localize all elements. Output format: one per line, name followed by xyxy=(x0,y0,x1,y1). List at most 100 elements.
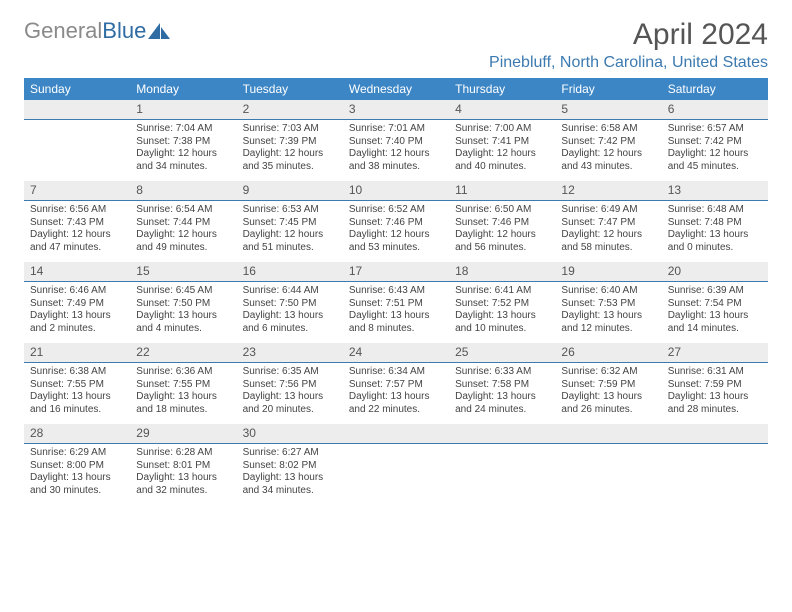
dow-header: Friday xyxy=(555,78,661,100)
calendar-cell: 14Sunrise: 6:46 AMSunset: 7:49 PMDayligh… xyxy=(24,262,130,343)
dow-header: Monday xyxy=(130,78,236,100)
sunrise-text: Sunrise: 6:53 AM xyxy=(243,204,337,217)
calendar-cell: 28Sunrise: 6:29 AMSunset: 8:00 PMDayligh… xyxy=(24,424,130,505)
sunset-text: Sunset: 7:48 PM xyxy=(668,217,762,230)
daylight-text: Daylight: 13 hours and 12 minutes. xyxy=(561,310,655,335)
sunrise-text: Sunrise: 6:39 AM xyxy=(668,285,762,298)
daylight-text: Daylight: 12 hours and 45 minutes. xyxy=(668,148,762,173)
day-number: 7 xyxy=(24,181,130,201)
day-body: Sunrise: 7:01 AMSunset: 7:40 PMDaylight:… xyxy=(343,120,449,181)
day-body: Sunrise: 7:03 AMSunset: 7:39 PMDaylight:… xyxy=(237,120,343,181)
day-number: 25 xyxy=(449,343,555,363)
daylight-text: Daylight: 13 hours and 16 minutes. xyxy=(30,391,124,416)
dow-header: Saturday xyxy=(662,78,768,100)
day-number: 16 xyxy=(237,262,343,282)
day-number: 26 xyxy=(555,343,661,363)
sunset-text: Sunset: 7:42 PM xyxy=(668,136,762,149)
calendar-cell: 22Sunrise: 6:36 AMSunset: 7:55 PMDayligh… xyxy=(130,343,236,424)
daylight-text: Daylight: 13 hours and 26 minutes. xyxy=(561,391,655,416)
day-body: Sunrise: 6:50 AMSunset: 7:46 PMDaylight:… xyxy=(449,201,555,262)
day-body: Sunrise: 7:00 AMSunset: 7:41 PMDaylight:… xyxy=(449,120,555,181)
calendar-week-row: 7Sunrise: 6:56 AMSunset: 7:43 PMDaylight… xyxy=(24,181,768,262)
sunrise-text: Sunrise: 7:03 AM xyxy=(243,123,337,136)
day-body: Sunrise: 6:32 AMSunset: 7:59 PMDaylight:… xyxy=(555,363,661,424)
calendar-cell: 17Sunrise: 6:43 AMSunset: 7:51 PMDayligh… xyxy=(343,262,449,343)
daylight-text: Daylight: 13 hours and 32 minutes. xyxy=(136,472,230,497)
day-number: 28 xyxy=(24,424,130,444)
day-body: Sunrise: 6:33 AMSunset: 7:58 PMDaylight:… xyxy=(449,363,555,424)
calendar-cell xyxy=(449,424,555,505)
day-number: 4 xyxy=(449,100,555,120)
empty-day-bar xyxy=(343,424,449,444)
sunset-text: Sunset: 7:50 PM xyxy=(136,298,230,311)
daylight-text: Daylight: 13 hours and 10 minutes. xyxy=(455,310,549,335)
daylight-text: Daylight: 12 hours and 38 minutes. xyxy=(349,148,443,173)
day-number: 14 xyxy=(24,262,130,282)
day-body: Sunrise: 6:49 AMSunset: 7:47 PMDaylight:… xyxy=(555,201,661,262)
daylight-text: Daylight: 13 hours and 4 minutes. xyxy=(136,310,230,335)
day-number: 8 xyxy=(130,181,236,201)
sunset-text: Sunset: 8:00 PM xyxy=(30,460,124,473)
sunset-text: Sunset: 7:54 PM xyxy=(668,298,762,311)
daylight-text: Daylight: 12 hours and 40 minutes. xyxy=(455,148,549,173)
calendar-cell xyxy=(662,424,768,505)
sunrise-text: Sunrise: 6:58 AM xyxy=(561,123,655,136)
sunrise-text: Sunrise: 6:38 AM xyxy=(30,366,124,379)
day-number: 15 xyxy=(130,262,236,282)
sunset-text: Sunset: 7:59 PM xyxy=(561,379,655,392)
location-text: Pinebluff, North Carolina, United States xyxy=(24,54,768,72)
daylight-text: Daylight: 13 hours and 28 minutes. xyxy=(668,391,762,416)
sunrise-text: Sunrise: 6:52 AM xyxy=(349,204,443,217)
calendar-cell xyxy=(343,424,449,505)
sunset-text: Sunset: 7:38 PM xyxy=(136,136,230,149)
daylight-text: Daylight: 13 hours and 34 minutes. xyxy=(243,472,337,497)
calendar-cell: 25Sunrise: 6:33 AMSunset: 7:58 PMDayligh… xyxy=(449,343,555,424)
calendar-cell: 15Sunrise: 6:45 AMSunset: 7:50 PMDayligh… xyxy=(130,262,236,343)
page-title: April 2024 xyxy=(633,18,768,52)
calendar-cell: 2Sunrise: 7:03 AMSunset: 7:39 PMDaylight… xyxy=(237,100,343,181)
calendar-cell xyxy=(24,100,130,181)
sunset-text: Sunset: 7:40 PM xyxy=(349,136,443,149)
day-number: 11 xyxy=(449,181,555,201)
sunrise-text: Sunrise: 6:35 AM xyxy=(243,366,337,379)
day-number: 17 xyxy=(343,262,449,282)
sunset-text: Sunset: 7:50 PM xyxy=(243,298,337,311)
day-number: 21 xyxy=(24,343,130,363)
sunrise-text: Sunrise: 7:04 AM xyxy=(136,123,230,136)
day-body: Sunrise: 6:35 AMSunset: 7:56 PMDaylight:… xyxy=(237,363,343,424)
empty-day-body xyxy=(343,444,449,502)
day-body: Sunrise: 6:28 AMSunset: 8:01 PMDaylight:… xyxy=(130,444,236,505)
sunrise-text: Sunrise: 6:46 AM xyxy=(30,285,124,298)
daylight-text: Daylight: 13 hours and 14 minutes. xyxy=(668,310,762,335)
sunrise-text: Sunrise: 6:48 AM xyxy=(668,204,762,217)
sunrise-text: Sunrise: 6:45 AM xyxy=(136,285,230,298)
day-number: 2 xyxy=(237,100,343,120)
calendar-cell: 8Sunrise: 6:54 AMSunset: 7:44 PMDaylight… xyxy=(130,181,236,262)
calendar-cell: 9Sunrise: 6:53 AMSunset: 7:45 PMDaylight… xyxy=(237,181,343,262)
empty-day-bar xyxy=(662,424,768,444)
calendar-cell: 5Sunrise: 6:58 AMSunset: 7:42 PMDaylight… xyxy=(555,100,661,181)
calendar-week-row: 1Sunrise: 7:04 AMSunset: 7:38 PMDaylight… xyxy=(24,100,768,181)
day-body: Sunrise: 6:57 AMSunset: 7:42 PMDaylight:… xyxy=(662,120,768,181)
sunset-text: Sunset: 7:59 PM xyxy=(668,379,762,392)
day-body: Sunrise: 6:40 AMSunset: 7:53 PMDaylight:… xyxy=(555,282,661,343)
day-body: Sunrise: 6:52 AMSunset: 7:46 PMDaylight:… xyxy=(343,201,449,262)
sunset-text: Sunset: 7:43 PM xyxy=(30,217,124,230)
calendar-cell: 20Sunrise: 6:39 AMSunset: 7:54 PMDayligh… xyxy=(662,262,768,343)
sunset-text: Sunset: 7:41 PM xyxy=(455,136,549,149)
empty-day-bar xyxy=(24,100,130,120)
sunset-text: Sunset: 8:02 PM xyxy=(243,460,337,473)
brand-logo: GeneralBlue xyxy=(24,18,170,44)
sunrise-text: Sunrise: 6:31 AM xyxy=(668,366,762,379)
daylight-text: Daylight: 13 hours and 24 minutes. xyxy=(455,391,549,416)
calendar-week-row: 14Sunrise: 6:46 AMSunset: 7:49 PMDayligh… xyxy=(24,262,768,343)
day-body: Sunrise: 6:53 AMSunset: 7:45 PMDaylight:… xyxy=(237,201,343,262)
sunrise-text: Sunrise: 6:41 AM xyxy=(455,285,549,298)
calendar-cell: 21Sunrise: 6:38 AMSunset: 7:55 PMDayligh… xyxy=(24,343,130,424)
sunset-text: Sunset: 7:39 PM xyxy=(243,136,337,149)
day-body: Sunrise: 6:38 AMSunset: 7:55 PMDaylight:… xyxy=(24,363,130,424)
sunset-text: Sunset: 7:47 PM xyxy=(561,217,655,230)
sunset-text: Sunset: 7:57 PM xyxy=(349,379,443,392)
day-body: Sunrise: 6:45 AMSunset: 7:50 PMDaylight:… xyxy=(130,282,236,343)
day-number: 3 xyxy=(343,100,449,120)
